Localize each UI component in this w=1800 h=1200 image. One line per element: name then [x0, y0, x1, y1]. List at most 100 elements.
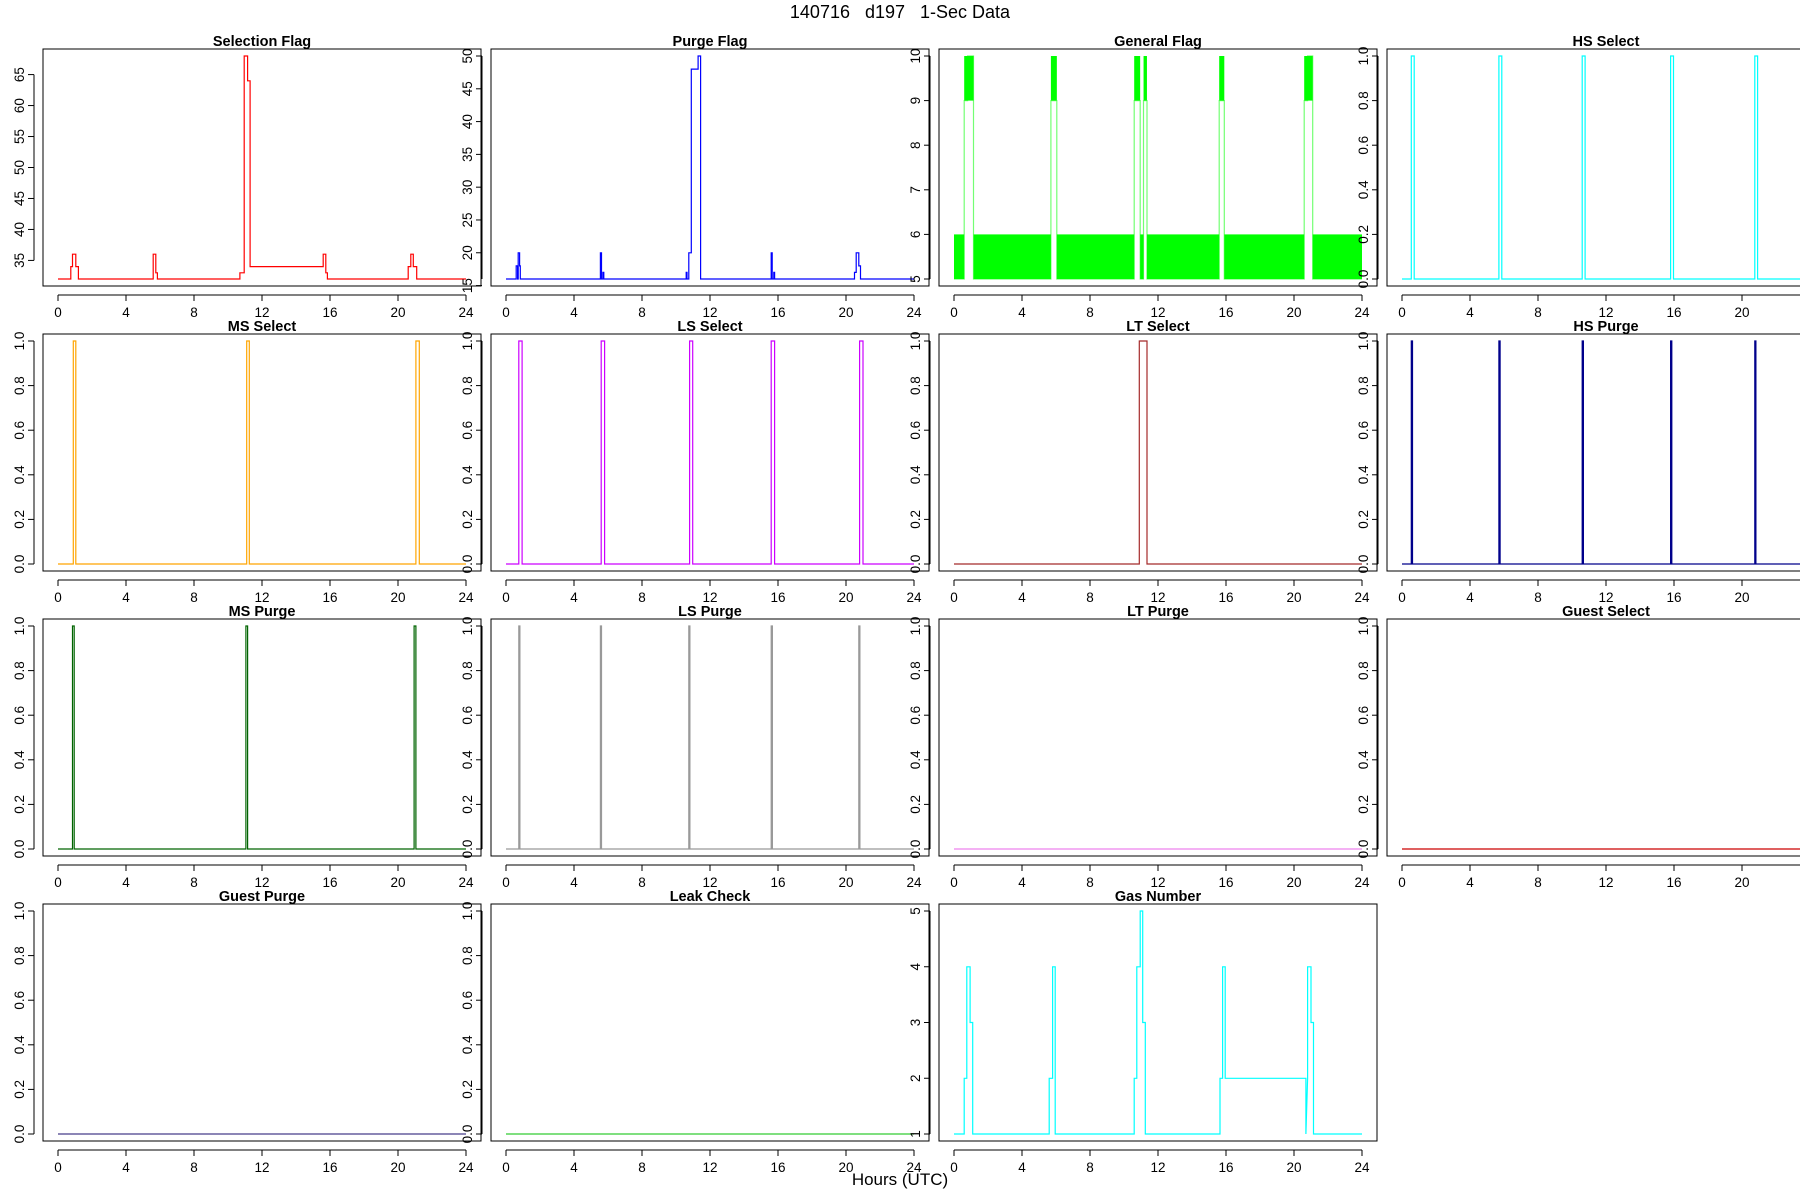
x-tick-label: 16	[322, 590, 337, 605]
y-tick-label: 15	[460, 278, 475, 293]
x-tick-label: 16	[322, 305, 337, 320]
y-tick-label: 0.6	[1356, 136, 1371, 155]
y-tick-label: 0.2	[460, 1080, 475, 1099]
y-tick-label: 50	[460, 48, 475, 63]
y-tick-label: 65	[12, 67, 27, 82]
x-tick-label: 0	[1398, 875, 1406, 890]
y-tick-label: 40	[12, 222, 27, 237]
x-tick-label: 8	[190, 1160, 198, 1175]
panel-title: Gas Number	[1115, 889, 1202, 905]
y-tick-label: 1	[908, 1130, 923, 1138]
x-tick-label: 24	[906, 590, 922, 605]
series-line-hs-purge	[1402, 340, 1800, 565]
y-tick-label: 0.8	[908, 376, 923, 395]
y-tick-label: 0.6	[1356, 421, 1371, 440]
x-tick-label: 16	[770, 590, 785, 605]
x-tick-label: 12	[1598, 590, 1613, 605]
y-tick-label: 0.8	[460, 376, 475, 395]
area-band	[964, 56, 974, 101]
x-tick-label: 20	[390, 875, 405, 890]
x-tick-label: 12	[702, 590, 717, 605]
area-band	[954, 234, 965, 279]
x-tick-label: 4	[1466, 305, 1474, 320]
x-tick-label: 20	[1286, 1160, 1301, 1175]
y-tick-label: 0.0	[12, 555, 27, 574]
y-tick-label: 0.0	[1356, 840, 1371, 859]
x-tick-label: 24	[906, 1160, 922, 1175]
plot-frame	[42, 333, 482, 572]
y-tick-label: 1.0	[12, 332, 27, 351]
x-tick-label: 4	[1018, 590, 1026, 605]
y-tick-label: 0.2	[1356, 510, 1371, 529]
y-tick-label: 2	[908, 1074, 923, 1082]
x-tick-label: 8	[1534, 875, 1542, 890]
series-line-ms-select	[58, 340, 466, 565]
y-tick-label: 30	[460, 180, 475, 195]
area-band	[1143, 56, 1147, 101]
y-tick-label: 1.0	[460, 902, 475, 921]
plot-frame	[42, 48, 482, 287]
panel-title: HS Select	[1573, 34, 1640, 50]
x-tick-label: 16	[1666, 590, 1681, 605]
panel-general-flag: General Flag 0 4 8 12 16 20 24 5 6 7 8 9 10	[908, 34, 1378, 320]
panel-guest-purge: Guest Purge 0 4 8 12 16 20 24 0.0 0.2 0.4 0.6 0.8 1.0	[12, 889, 482, 1175]
x-tick-label: 20	[1734, 590, 1749, 605]
panel-title: LS Select	[677, 319, 742, 335]
y-tick-label: 0.0	[908, 555, 923, 574]
x-tick-label: 24	[1354, 305, 1370, 320]
y-tick-label: 1.0	[1356, 332, 1371, 351]
x-tick-label: 0	[502, 305, 510, 320]
x-tick-label: 24	[906, 305, 922, 320]
x-tick-label: 0	[1398, 305, 1406, 320]
x-tick-label: 8	[638, 875, 646, 890]
plot-frame	[490, 48, 930, 287]
y-tick-label: 0.4	[460, 1035, 475, 1054]
x-tick-label: 24	[458, 305, 474, 320]
x-tick-label: 16	[770, 875, 785, 890]
y-tick-label: 0.0	[12, 840, 27, 859]
y-tick-label: 8	[908, 141, 923, 149]
y-tick-label: 9	[908, 97, 923, 105]
x-tick-label: 4	[570, 305, 578, 320]
y-tick-label: 35	[12, 253, 27, 268]
plot-frame	[1386, 618, 1800, 857]
panel-purge-flag: Purge Flag 0 4 8 12 16 20 24 15 20 25 30 35 40 45 50	[460, 34, 930, 320]
plot-frame	[42, 903, 482, 1142]
x-tick-label: 0	[1398, 590, 1406, 605]
x-tick-label: 8	[638, 1160, 646, 1175]
x-tick-label: 20	[838, 305, 853, 320]
panel-ms-purge: MS Purge 0 4 8 12 16 20 24 0.0 0.2 0.4 0.6 0.8 1.0	[12, 604, 482, 890]
x-tick-label: 4	[1018, 305, 1026, 320]
x-tick-label: 8	[1086, 590, 1094, 605]
y-tick-label: 0.4	[460, 750, 475, 769]
x-tick-label: 12	[1598, 875, 1613, 890]
plot-frame	[490, 618, 930, 857]
panel-title: Leak Check	[670, 889, 752, 905]
panel-title: HS Purge	[1573, 319, 1638, 335]
x-tick-label: 0	[54, 305, 62, 320]
x-tick-label: 4	[1466, 875, 1474, 890]
y-tick-label: 0.0	[460, 1125, 475, 1144]
panel-title: Guest Purge	[219, 889, 305, 905]
y-tick-label: 0.0	[908, 840, 923, 859]
panel-title: Selection Flag	[213, 34, 311, 50]
y-tick-label: 1.0	[1356, 47, 1371, 66]
y-tick-label: 0.2	[460, 795, 475, 814]
y-tick-label: 40	[460, 114, 475, 129]
y-tick-label: 45	[12, 191, 27, 206]
y-tick-label: 0.6	[12, 421, 27, 440]
x-tick-label: 12	[702, 305, 717, 320]
x-tick-label: 20	[1734, 305, 1749, 320]
area-band	[1304, 56, 1313, 101]
panel-lt-purge: LT Purge 0 4 8 12 16 20 24 0.0 0.2 0.4 0.6 0.8 1.0	[908, 604, 1378, 890]
area-band	[1224, 234, 1305, 279]
series-line-general-flag	[954, 55, 1362, 280]
panel-title: LS Purge	[678, 604, 742, 620]
y-tick-label: 0.8	[460, 946, 475, 965]
plot-frame	[1386, 333, 1800, 572]
panel-ls-select: LS Select 0 4 8 12 16 20 24 0.0 0.2 0.4 0.6 0.8 1.0	[460, 319, 930, 605]
x-tick-label: 8	[1086, 305, 1094, 320]
plot-frame	[938, 903, 1378, 1142]
y-tick-label: 0.4	[12, 1035, 27, 1054]
